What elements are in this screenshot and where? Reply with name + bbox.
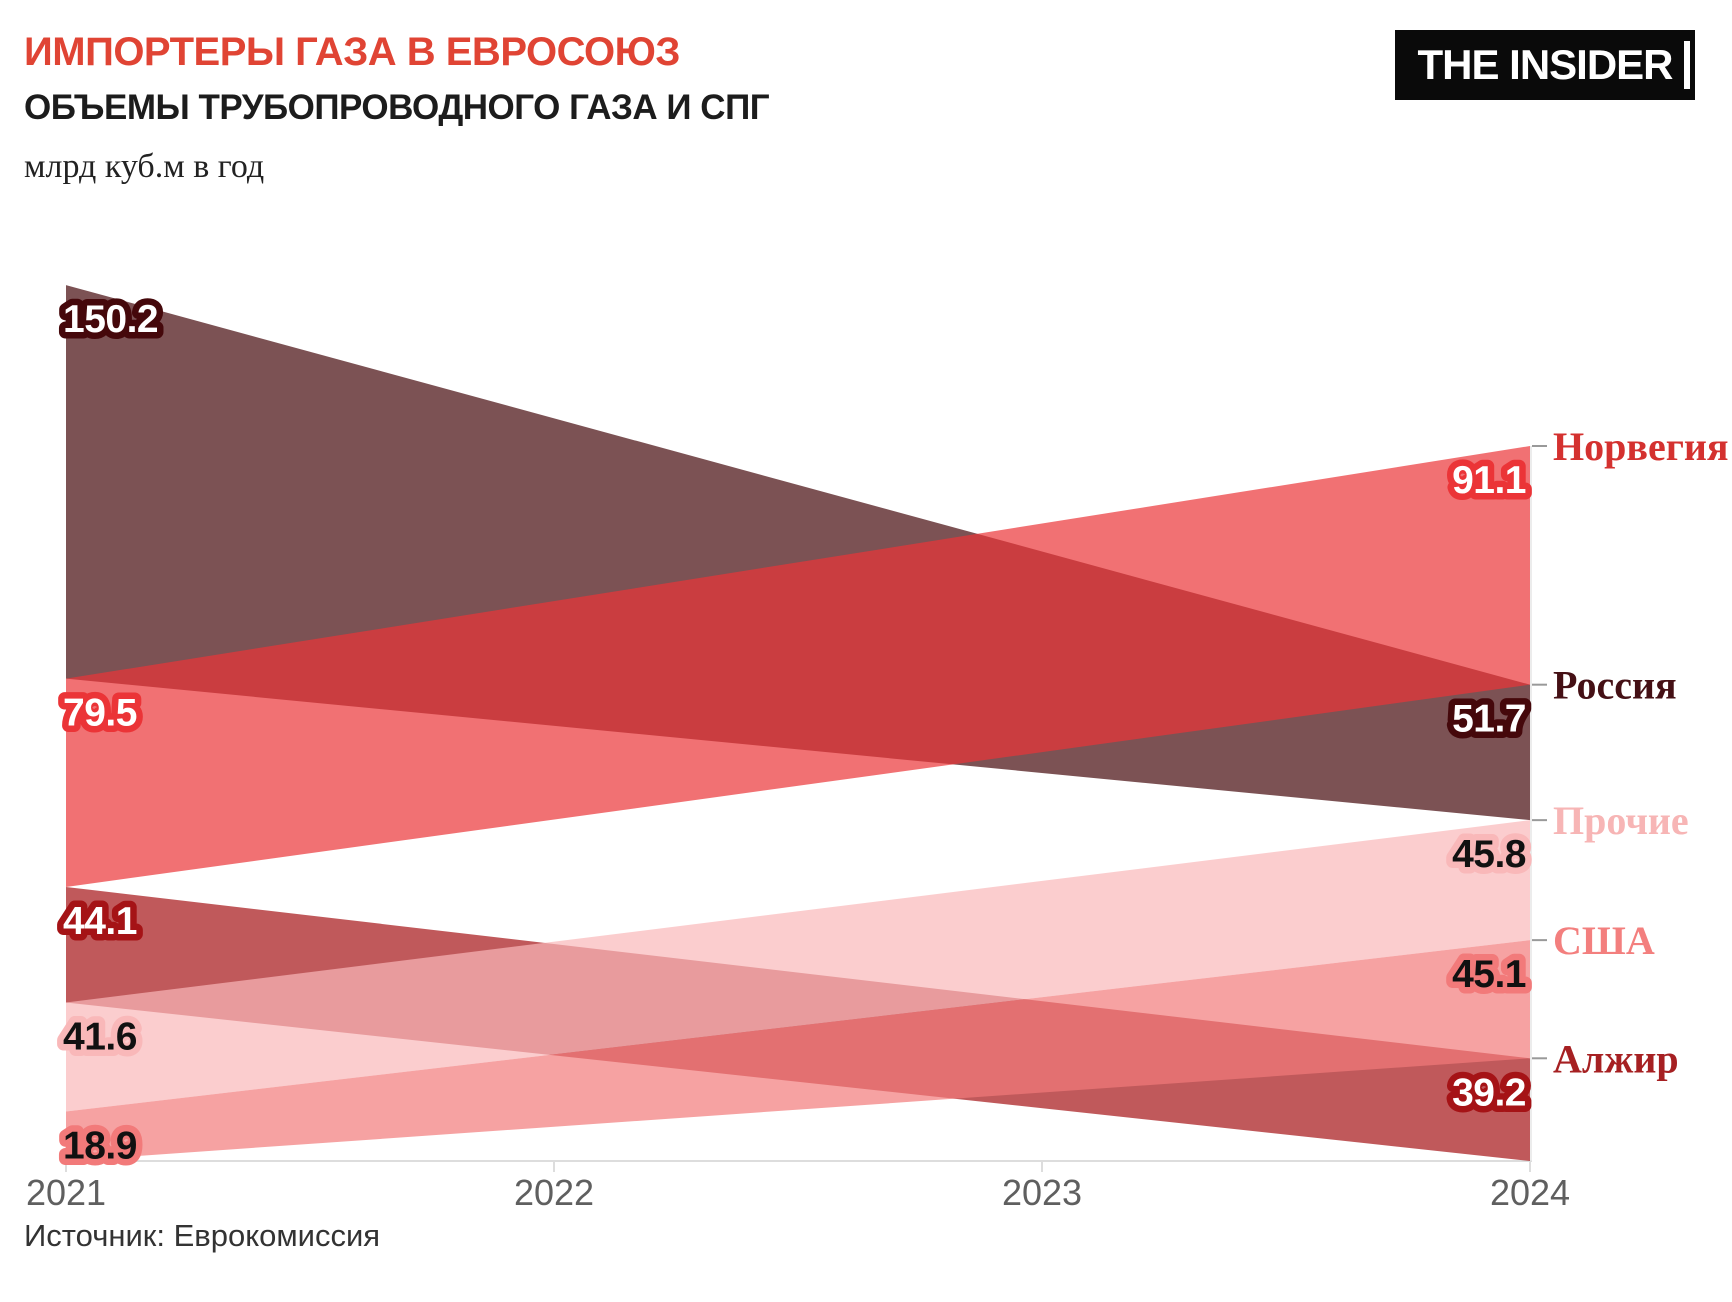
series-name-algeria: Алжир (1553, 1036, 1679, 1081)
value-label-others-2021: 41.6 (63, 1015, 137, 1058)
area-band-usa (66, 940, 1530, 1161)
series-name-russia: Россия (1553, 663, 1677, 708)
logo-text: THE INSIDER (1417, 41, 1673, 88)
series-name-norway: Норвегия (1553, 424, 1729, 469)
the-insider-logo: THE INSIDER (1395, 30, 1695, 100)
series-names-layer: Россия Норвегия Алжир Прочие США (1532, 424, 1729, 1081)
bands-layer (66, 285, 1530, 1161)
area-band-norway (66, 446, 1530, 887)
value-label-algeria-2024: 39.2 (1452, 1071, 1526, 1114)
x-axis-label-2021: 2021 (26, 1172, 106, 1213)
value-label-usa-2021: 18.9 (63, 1124, 137, 1167)
value-labels-layer: 150.2 51.7 79.5 91.1 44.1 39.2 41.6 45.8 18.9 45.… (57, 292, 1534, 1174)
value-label-russia-2024: 51.7 (1452, 698, 1526, 741)
x-axis-label-2023: 2023 (1002, 1172, 1082, 1213)
value-label-norway-2021: 79.5 (63, 692, 137, 735)
value-label-algeria-2021: 44.1 (63, 900, 137, 943)
value-label-russia-2021: 150.2 (63, 298, 158, 341)
value-label-others-2024: 45.8 (1452, 833, 1526, 876)
page-title: ИМПОРТЕРЫ ГАЗА В ЕВРОСОЮЗ (24, 30, 680, 74)
area-band-others (66, 820, 1530, 1112)
logo-cursor-bar (1684, 41, 1690, 89)
series-name-others: Прочие (1553, 798, 1689, 843)
source-note: Источник: Еврокомиссия (24, 1218, 381, 1253)
axis-layer: 2021 2022 2023 2024 (26, 446, 1570, 1213)
x-axis-label-2022: 2022 (514, 1172, 594, 1213)
value-label-norway-2024: 91.1 (1452, 459, 1526, 502)
x-axis-label-2024: 2024 (1490, 1172, 1570, 1213)
series-name-usa: США (1553, 918, 1655, 963)
units-note: млрд куб.м в год (24, 148, 265, 185)
value-label-usa-2024: 45.1 (1452, 953, 1526, 996)
page-subtitle: ОБЪЕМЫ ТРУБОПРОВОДНОГО ГАЗА И СПГ (24, 88, 770, 127)
